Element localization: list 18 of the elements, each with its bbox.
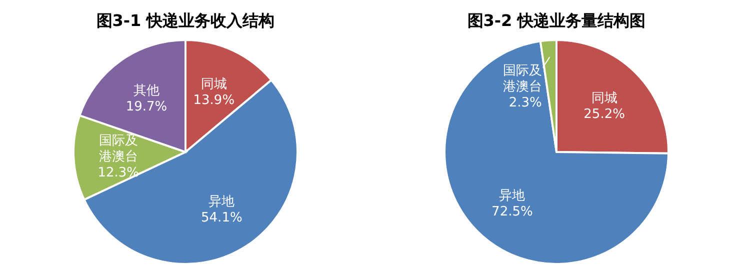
- slice-label: 异地: [499, 188, 526, 204]
- slice-label: 72.5%: [492, 204, 533, 220]
- slice-label: 54.1%: [201, 210, 242, 226]
- slice-label: 2.3%: [508, 96, 542, 111]
- slice-label: 13.9%: [193, 93, 235, 108]
- slice-label: 25.2%: [584, 106, 625, 122]
- slice-label: 12.3%: [98, 166, 140, 181]
- slice-label: 其他: [134, 83, 160, 98]
- chart-title: 图3-1 快递业务收入结构: [96, 11, 275, 30]
- slice-label: 国际及: [98, 134, 138, 149]
- slice-label: 国际及: [502, 64, 542, 79]
- slice-label: 同城: [591, 90, 618, 106]
- slice-label: 异地: [208, 194, 235, 210]
- slice-label: 同城: [200, 77, 227, 92]
- chart-title: 图3-2 快递业务量结构图: [467, 11, 646, 30]
- slice-label: 19.7%: [126, 99, 168, 114]
- slice-label: 港澳台: [502, 80, 542, 95]
- slice-label: 港澳台: [98, 150, 138, 165]
